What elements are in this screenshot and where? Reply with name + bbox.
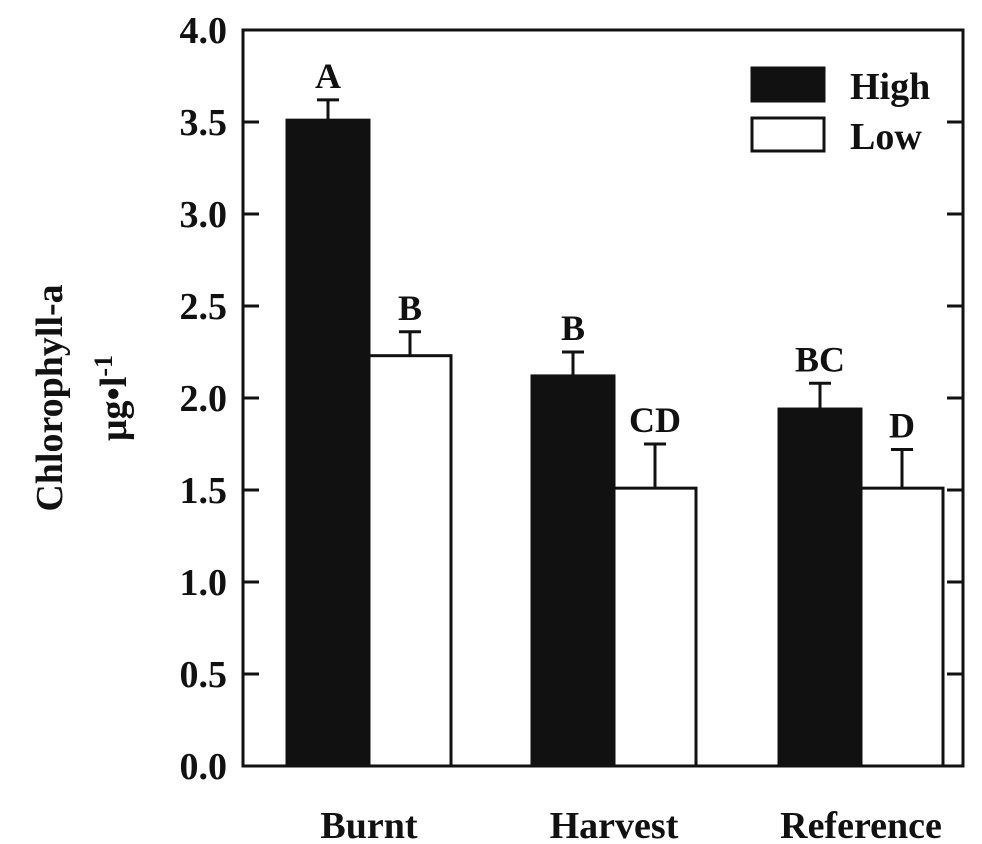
y-axis-title: Chlorophyll-a μg•l-1 [29,284,135,511]
significance-label: B [561,308,585,348]
x-tick-label: Reference [780,805,942,844]
bar-low [861,488,943,766]
y-tick-label: 0.5 [180,654,228,696]
bar-low [369,356,451,766]
y-tick-label: 4.0 [180,10,228,52]
significance-label: D [889,406,915,446]
bars [287,120,943,766]
bar-high [287,120,369,766]
y-tick-label: 0.0 [180,746,228,788]
legend-label: Low [850,116,922,158]
y-axis-unit: μg•l [93,377,135,441]
y-tick-label: 2.5 [180,286,228,328]
y-axis-label-line2: μg•l-1 [89,355,135,441]
y-tick-label: 3.0 [180,194,228,236]
legend-swatch-low [752,118,824,151]
x-tick-label: Burnt [320,805,417,844]
legend: High Low [752,66,930,158]
y-tick-label: 1.0 [180,562,228,604]
x-axis: Burnt Harvest Reference [320,805,941,844]
significance-label: B [398,288,422,328]
significance-label: CD [629,400,681,440]
significance-label: BC [795,339,845,379]
bar-high [532,376,614,766]
bar-high [779,409,861,766]
significance-label: A [315,56,341,96]
legend-swatch-high [752,68,824,101]
y-tick-label: 2.0 [180,378,228,420]
y-tick-label: 3.5 [180,102,228,144]
bar-low [614,488,696,766]
y-tick-label: 1.5 [180,470,228,512]
y-axis-unit-exponent: -1 [89,355,118,377]
y-axis-label-line1: Chlorophyll-a [29,284,71,511]
x-tick-label: Harvest [550,805,679,844]
legend-label: High [850,66,930,108]
